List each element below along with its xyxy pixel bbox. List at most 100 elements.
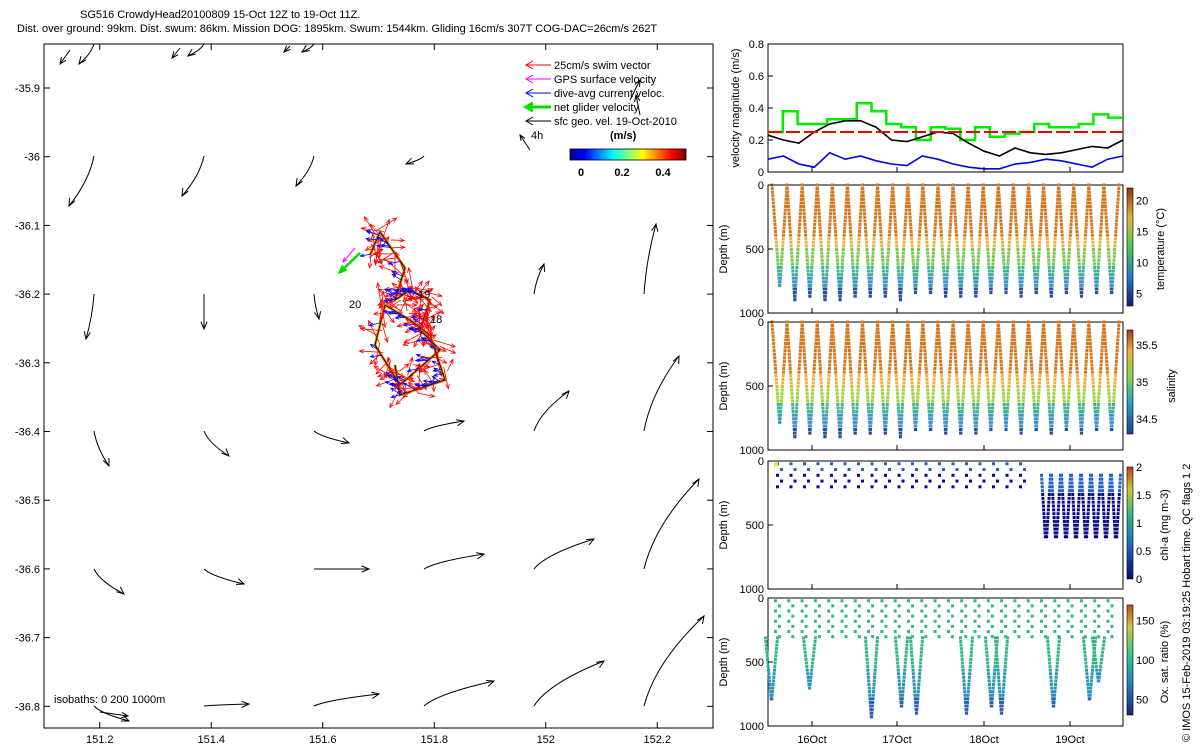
chl-dot [1047, 504, 1051, 508]
depth-ytick-label: 1000 [740, 584, 764, 596]
profile-dot [930, 273, 934, 277]
chl-dot [1040, 481, 1044, 485]
chl-dot [1065, 527, 1069, 531]
profile-dot [983, 212, 987, 216]
oxy-dot [770, 693, 774, 697]
profile-dot [877, 205, 881, 209]
profile-dot [784, 338, 788, 342]
geo-arrow-head [340, 437, 351, 445]
profile-dot [1051, 406, 1055, 410]
profile-dot [903, 226, 907, 230]
profile-dot [1032, 402, 1036, 406]
profile-dot [969, 230, 973, 234]
profile-dot [1062, 265, 1066, 269]
profile-dot [862, 197, 866, 201]
profile-dot [1013, 212, 1017, 216]
profile-dot [1006, 392, 1010, 396]
profile-dot [979, 352, 983, 356]
profile-dot [1046, 255, 1050, 259]
profile-dot [925, 248, 929, 252]
profile-dot [782, 363, 786, 367]
profile-dot [952, 338, 956, 342]
map-xtick-label: 151.8 [420, 734, 448, 746]
profile-dot [933, 363, 937, 367]
profile-dot [910, 374, 914, 378]
profile-dot [861, 320, 865, 324]
profile-dot [968, 342, 972, 346]
oxy-dot [990, 604, 994, 608]
profile-dot [1026, 197, 1030, 201]
profile-dot [1055, 215, 1059, 219]
profile-dot [864, 363, 868, 367]
profile-dot [804, 237, 808, 241]
profile-dot [1108, 413, 1112, 417]
profile-dot [994, 356, 998, 360]
oxy-dot [872, 690, 875, 694]
profile-dot [782, 367, 786, 371]
oxy-dot [994, 647, 998, 651]
profile-dot [852, 410, 856, 414]
profile-dot [922, 342, 926, 346]
profile-dot [1096, 413, 1100, 417]
profile-dot [1110, 283, 1114, 287]
oxy-dot [804, 635, 808, 639]
profile-dot [972, 269, 976, 273]
chl-dot [1060, 489, 1064, 493]
profile-dot [784, 201, 788, 205]
profile-dot [1028, 201, 1032, 205]
profile-dot [1000, 230, 1004, 234]
oxy-dot [992, 672, 996, 676]
profile-dot [784, 342, 788, 346]
swim-vector [423, 369, 432, 381]
profile-dot [1113, 374, 1117, 378]
swim-vector [443, 366, 450, 390]
colorbar-tick-label: 10 [1136, 258, 1148, 270]
oxy-dot [773, 657, 777, 661]
profile-dot [1096, 265, 1100, 269]
velocity-series-line [768, 101, 1123, 142]
oxy-dot [1070, 624, 1074, 628]
chl-dot [1106, 516, 1110, 520]
chl-dot [1100, 477, 1104, 481]
profile-dot [915, 276, 919, 280]
profile-dot [992, 381, 996, 385]
chl-dot [1051, 496, 1055, 500]
chl-dot [1060, 485, 1064, 489]
profile-dot [1058, 338, 1062, 342]
profile-dot [824, 283, 828, 287]
oxy-dot [1004, 661, 1008, 665]
oxy-dot [1070, 614, 1074, 618]
profile-dot [1028, 349, 1032, 353]
profile-dot [829, 208, 833, 212]
oxy-dot [857, 624, 861, 628]
profile-dot [940, 385, 944, 389]
profile-dot [874, 212, 878, 216]
oxy-dot [805, 665, 809, 669]
oxy-dot [774, 609, 777, 613]
geo-arrow-head [585, 538, 596, 546]
profile-dot [1066, 265, 1070, 269]
profile-dot [972, 273, 976, 277]
profile-dot [892, 338, 896, 342]
profile-dot [990, 406, 994, 410]
profile-dot [907, 197, 911, 201]
oxy-dot [764, 639, 768, 643]
swim-vector [382, 218, 391, 239]
profile-dot [857, 381, 861, 385]
profile-dot [968, 208, 972, 212]
profile-dot [926, 388, 930, 392]
profile-dot [878, 215, 882, 219]
profile-dot [835, 251, 839, 255]
profile-dot [998, 208, 1002, 212]
chl-dot [1115, 531, 1119, 535]
profile-dot [1099, 363, 1103, 367]
profile-dot [1112, 251, 1116, 255]
oxy-dot [893, 599, 897, 603]
profile-dot [1005, 276, 1009, 280]
chl-dot [1085, 535, 1089, 539]
profile-dot [848, 226, 852, 230]
profile-dot [811, 244, 815, 248]
chl-dot [1091, 496, 1095, 500]
profile-dot [841, 248, 845, 252]
profile-dot [881, 402, 885, 406]
